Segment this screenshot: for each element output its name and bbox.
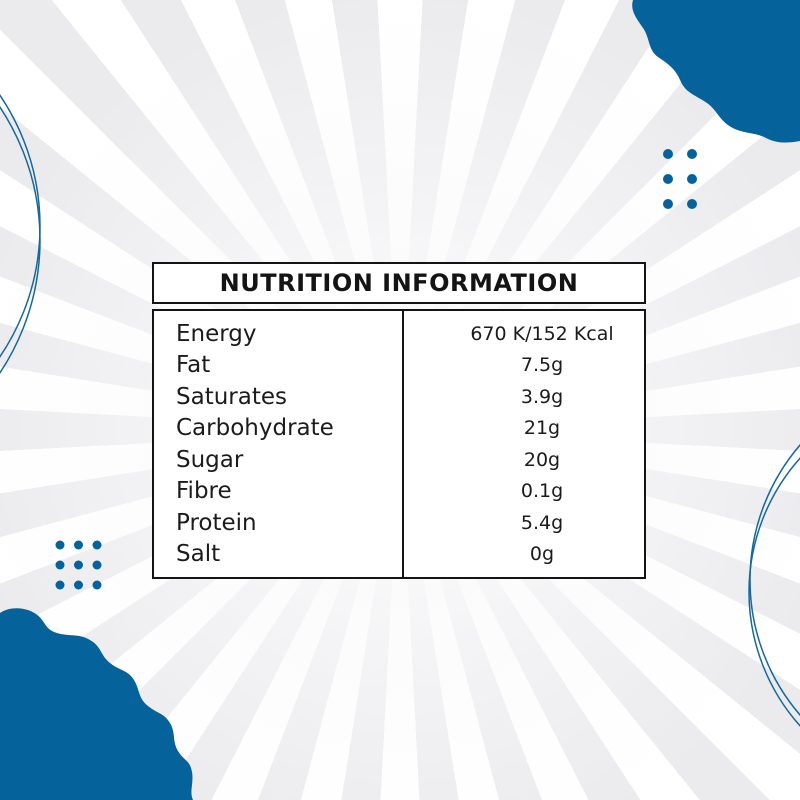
nutrient-label: Saturates: [176, 383, 287, 410]
table-header: NUTRITION INFORMATION: [152, 262, 646, 304]
table-row-carbohydrate: Carbohydrate 21g: [154, 413, 644, 445]
nutrient-value: 5.4g: [520, 511, 564, 534]
nutrient-label: Energy: [176, 320, 257, 347]
nutrient-value: 670 K/152 Kcal: [470, 322, 614, 345]
nutrient-value: 20g: [523, 448, 561, 471]
table-row-fat: Fat 7.5g: [154, 350, 644, 382]
nutrient-label: Protein: [176, 509, 257, 536]
nutrient-label: Fibre: [176, 478, 232, 505]
nutrient-value: 0g: [529, 543, 555, 566]
table-row-energy: Energy 670 K/152 Kcal: [154, 318, 644, 350]
nutrient-value: 7.5g: [520, 354, 564, 377]
nutrient-value: 0.1g: [520, 480, 564, 503]
table-title: NUTRITION INFORMATION: [219, 269, 579, 297]
nutrient-label: Fat: [176, 352, 211, 379]
table-row-protein: Protein 5.4g: [154, 507, 644, 539]
table-row-salt: Salt 0g: [154, 539, 644, 571]
nutrient-value: 21g: [523, 417, 561, 440]
table-row-saturates: Saturates 3.9g: [154, 381, 644, 413]
nutrient-label: Sugar: [176, 446, 244, 473]
table-row-sugar: Sugar 20g: [154, 444, 644, 476]
table-body: Energy 670 K/152 Kcal Fat 7.5g Saturates…: [152, 309, 646, 579]
column-divider: [402, 311, 404, 577]
nutrient-label: Salt: [176, 541, 221, 568]
nutrition-table: NUTRITION INFORMATION Energy 670 K/152 K…: [152, 262, 646, 579]
nutrient-value: 3.9g: [520, 385, 564, 408]
table-row-fibre: Fibre 0.1g: [154, 476, 644, 508]
nutrient-label: Carbohydrate: [176, 415, 334, 442]
